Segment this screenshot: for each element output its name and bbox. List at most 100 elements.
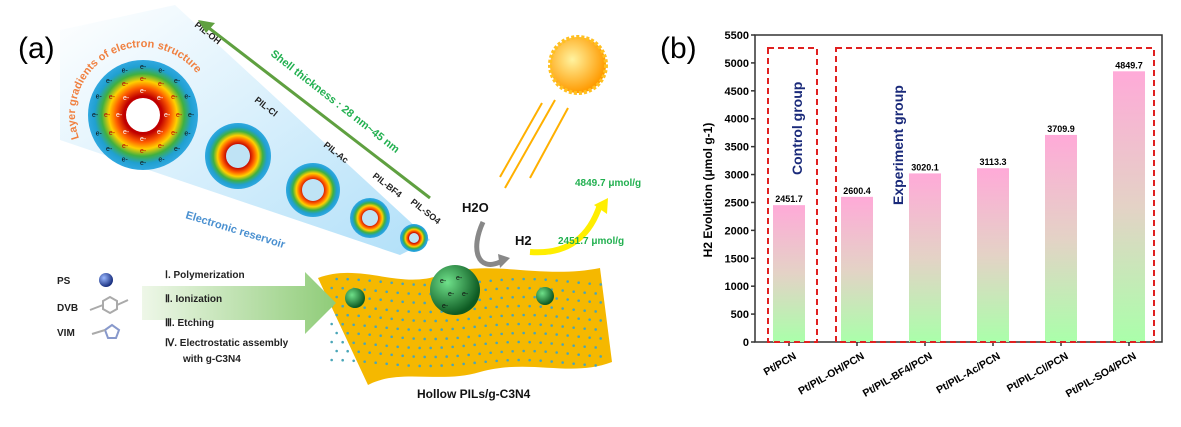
lattice-dot	[566, 298, 569, 301]
lattice-dot	[346, 349, 349, 353]
y-tick-label: 3000	[725, 170, 749, 182]
electron-label: e-	[109, 130, 116, 137]
lattice-dot	[451, 327, 454, 331]
lattice-dot	[577, 299, 580, 302]
lattice-dot	[368, 351, 371, 354]
lattice-dot	[478, 316, 481, 320]
step-1: Ⅰ. Polymerization	[165, 270, 245, 281]
lattice-dot	[517, 286, 520, 290]
lattice-dot	[500, 278, 503, 282]
data-label: 2451.7	[775, 194, 803, 204]
lattice-dot	[506, 358, 509, 362]
electron-label: e-	[140, 136, 147, 143]
lattice-dot	[401, 318, 404, 322]
lattice-dot	[539, 341, 542, 344]
step-4: Ⅳ. Electrostatic assembly	[165, 338, 289, 349]
lattice-dot	[379, 334, 382, 338]
reservoir-label: Electronic reservoir	[184, 209, 287, 251]
lattice-dot	[550, 360, 553, 363]
lattice-dot	[599, 283, 602, 286]
hollow-pil-sphere	[430, 265, 480, 315]
lattice-dot	[533, 313, 536, 317]
h2o-text: H2O	[462, 200, 489, 215]
lattice-dot	[522, 331, 525, 335]
lattice-dot	[566, 334, 569, 337]
lattice-dot	[429, 346, 432, 350]
lattice-dot	[489, 333, 492, 337]
electron-label: e-	[123, 129, 130, 136]
lattice-dot	[577, 335, 580, 338]
lattice-dot	[594, 364, 597, 367]
lattice-dot	[396, 345, 399, 349]
data-label: 4849.7	[1115, 60, 1143, 70]
bar	[909, 173, 941, 342]
control-group-label: Control group	[789, 82, 805, 175]
shell-hollow	[126, 98, 160, 132]
lattice-dot	[522, 295, 525, 299]
lattice-dot	[379, 280, 382, 284]
lattice-dot	[522, 277, 525, 281]
electron-label: e-	[184, 130, 191, 137]
lattice-dot	[473, 325, 476, 329]
lattice-dot	[363, 324, 366, 327]
electron-label: e-	[174, 78, 181, 85]
reagent-dvb: DVB	[57, 303, 78, 314]
lattice-dot	[533, 295, 536, 299]
lattice-dot	[401, 336, 404, 340]
sun-icon	[548, 35, 608, 95]
lattice-dot	[357, 332, 360, 336]
lattice-dot	[412, 301, 415, 304]
lattice-dot	[517, 340, 520, 344]
lattice-dot	[357, 350, 360, 354]
y-tick-label: 5500	[725, 30, 749, 42]
lattice-dot	[577, 317, 580, 320]
shell-hollow	[362, 210, 378, 226]
lattice-dot	[390, 281, 393, 285]
lattice-dot	[528, 286, 531, 290]
lattice-dot	[500, 296, 503, 300]
lattice-dot	[385, 326, 388, 330]
lattice-dot	[577, 353, 580, 356]
reagent-vim: VIM	[57, 328, 75, 339]
lattice-dot	[599, 355, 602, 358]
electron-label: e-	[176, 112, 183, 119]
lattice-dot	[561, 307, 564, 310]
y-tick-label: 4000	[725, 114, 749, 126]
lattice-dot	[478, 298, 481, 302]
lattice-dot	[478, 280, 481, 284]
lattice-dot	[412, 319, 415, 322]
lattice-dot	[462, 362, 465, 366]
electron-label: e-	[140, 148, 147, 155]
lattice-dot	[445, 355, 448, 358]
lattice-dot	[440, 346, 443, 349]
lattice-dot	[418, 328, 421, 332]
lattice-dot	[445, 337, 448, 340]
lattice-dot	[484, 306, 487, 310]
step-3: Ⅲ. Etching	[165, 318, 214, 329]
lattice-dot	[440, 364, 443, 367]
lattice-dot	[368, 279, 371, 282]
lattice-dot	[484, 324, 487, 328]
electron-label: e-	[109, 94, 116, 101]
lattice-dot	[495, 305, 498, 309]
lattice-dot	[418, 292, 421, 296]
electron-label: e-	[140, 88, 147, 95]
lattice-dot	[583, 291, 586, 294]
lattice-dot	[489, 351, 492, 355]
lattice-dot	[357, 278, 360, 282]
lattice-dot	[539, 323, 542, 326]
electron-label: e-	[122, 81, 129, 88]
data-label: 3020.1	[911, 162, 939, 172]
lattice-dot	[429, 328, 432, 332]
lattice-dot	[550, 306, 553, 309]
lattice-dot	[572, 362, 575, 365]
reagent-ps: PS	[57, 276, 71, 287]
lattice-dot	[368, 333, 371, 336]
lattice-dot	[390, 317, 393, 321]
data-label: 3709.9	[1047, 124, 1075, 134]
lattice-dot	[396, 327, 399, 331]
lattice-dot	[374, 325, 377, 329]
electron-label: e-	[448, 291, 455, 298]
bar	[1045, 134, 1077, 342]
lattice-dot	[390, 335, 393, 339]
